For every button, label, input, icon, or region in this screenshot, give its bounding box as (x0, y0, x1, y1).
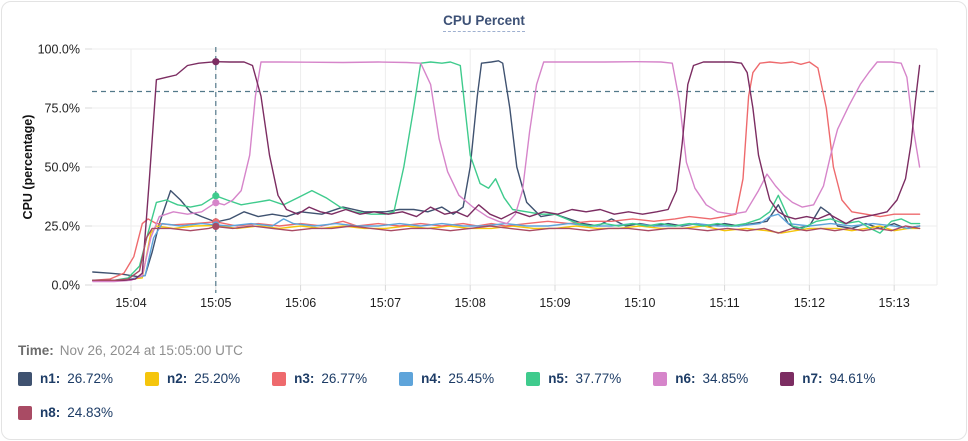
y-tick-label: 0.0% (52, 279, 81, 293)
legend-series-name: n3: (294, 371, 315, 386)
x-tick-label: 15:13 (879, 296, 910, 310)
legend-series-name: n6: (675, 371, 696, 386)
x-tick-label: 15:05 (200, 296, 231, 310)
legend-row-2: n8: 24.83% (18, 405, 956, 420)
x-tick-label: 15:10 (624, 296, 655, 310)
n4-color-swatch (399, 371, 414, 386)
legend-series-name: n2: (167, 371, 188, 386)
legend-row-1: n1: 26.72% n2: 25.20% n3: 26.77% n4: 25.45% n5: 3… (18, 371, 956, 386)
legend-series-name: n4: (421, 371, 442, 386)
n1-color-swatch (18, 371, 32, 386)
x-tick-label: 15:04 (115, 296, 146, 310)
legend-series-value: 94.61% (829, 371, 876, 386)
grid (85, 48, 938, 291)
legend-item-n2[interactable]: n2: 25.20% (145, 371, 240, 386)
x-tick-label: 15:06 (285, 296, 316, 310)
n2-color-swatch (145, 371, 160, 386)
time-value: Nov 26, 2024 at 15:05:00 UTC (59, 343, 243, 358)
y-tick-label: 50.0% (45, 161, 80, 175)
legend-item-n1[interactable]: n1: 26.72% (18, 371, 113, 386)
legend-series-value: 26.72% (67, 371, 114, 386)
time-label: Time: (18, 343, 54, 358)
series-line-n1[interactable] (92, 60, 921, 278)
y-tick-label: 75.0% (45, 102, 80, 116)
n8-color-swatch (18, 405, 32, 420)
n6-color-swatch (653, 371, 668, 386)
series-line-n5[interactable] (92, 61, 921, 281)
x-tick-label: 15:08 (455, 296, 486, 310)
y-tick-label: 25.0% (45, 220, 80, 234)
legend-series-value: 25.45% (448, 371, 495, 386)
legend-series-value: 26.77% (321, 371, 368, 386)
crosshair-marker-n5 (212, 192, 220, 200)
x-tick-label: 15:09 (539, 296, 570, 310)
legend-series-name: n1: (40, 371, 61, 386)
chart-title[interactable]: CPU Percent (443, 13, 525, 32)
legend-series-value: 25.20% (194, 371, 241, 386)
crosshair-marker-n8 (212, 222, 220, 231)
legend-series-value: 34.85% (702, 371, 749, 386)
legend-item-n3[interactable]: n3: 26.77% (272, 371, 367, 386)
series-line-n2[interactable] (92, 224, 921, 281)
legend-series-value: 24.83% (67, 405, 114, 420)
crosshair-marker-n6 (212, 199, 220, 207)
series-line-n4[interactable] (92, 213, 921, 281)
x-tick-label: 15:12 (794, 296, 825, 310)
legend-item-n4[interactable]: n4: 25.45% (399, 371, 494, 386)
series-line-n6[interactable] (92, 61, 921, 283)
x-tick-label: 15:11 (709, 296, 739, 310)
y-axis-title: CPU (percentage) (21, 115, 35, 220)
crosshair-marker-n7 (212, 58, 220, 66)
chart-title-wrap: CPU Percent (2, 12, 966, 32)
crosshair-time-row: Time: Nov 26, 2024 at 15:05:00 UTC (18, 343, 243, 358)
cpu-chart[interactable]: 0.0% 25.0% 50.0% 75.0% 100.0% 15:04 15:05 15:06… (2, 2, 967, 327)
n5-color-swatch (526, 371, 541, 386)
x-tick-label: 15:07 (370, 296, 401, 310)
series-line-n7[interactable] (92, 61, 921, 281)
n3-color-swatch (272, 371, 287, 386)
legend-series-name: n7: (802, 371, 823, 386)
legend-item-n7[interactable]: n7: 94.61% (780, 371, 875, 386)
series-line-n8[interactable] (92, 225, 921, 281)
legend-item-n8[interactable]: n8: 24.83% (18, 405, 113, 420)
legend-series-name: n8: (40, 405, 61, 420)
n7-color-swatch (780, 371, 795, 386)
legend-series-name: n5: (548, 371, 569, 386)
legend-item-n6[interactable]: n6: 34.85% (653, 371, 748, 386)
legend-series-value: 37.77% (575, 371, 622, 386)
legend-item-n5[interactable]: n5: 37.77% (526, 371, 621, 386)
series-line-n3[interactable] (92, 61, 921, 281)
y-tick-label: 100.0% (38, 43, 80, 57)
